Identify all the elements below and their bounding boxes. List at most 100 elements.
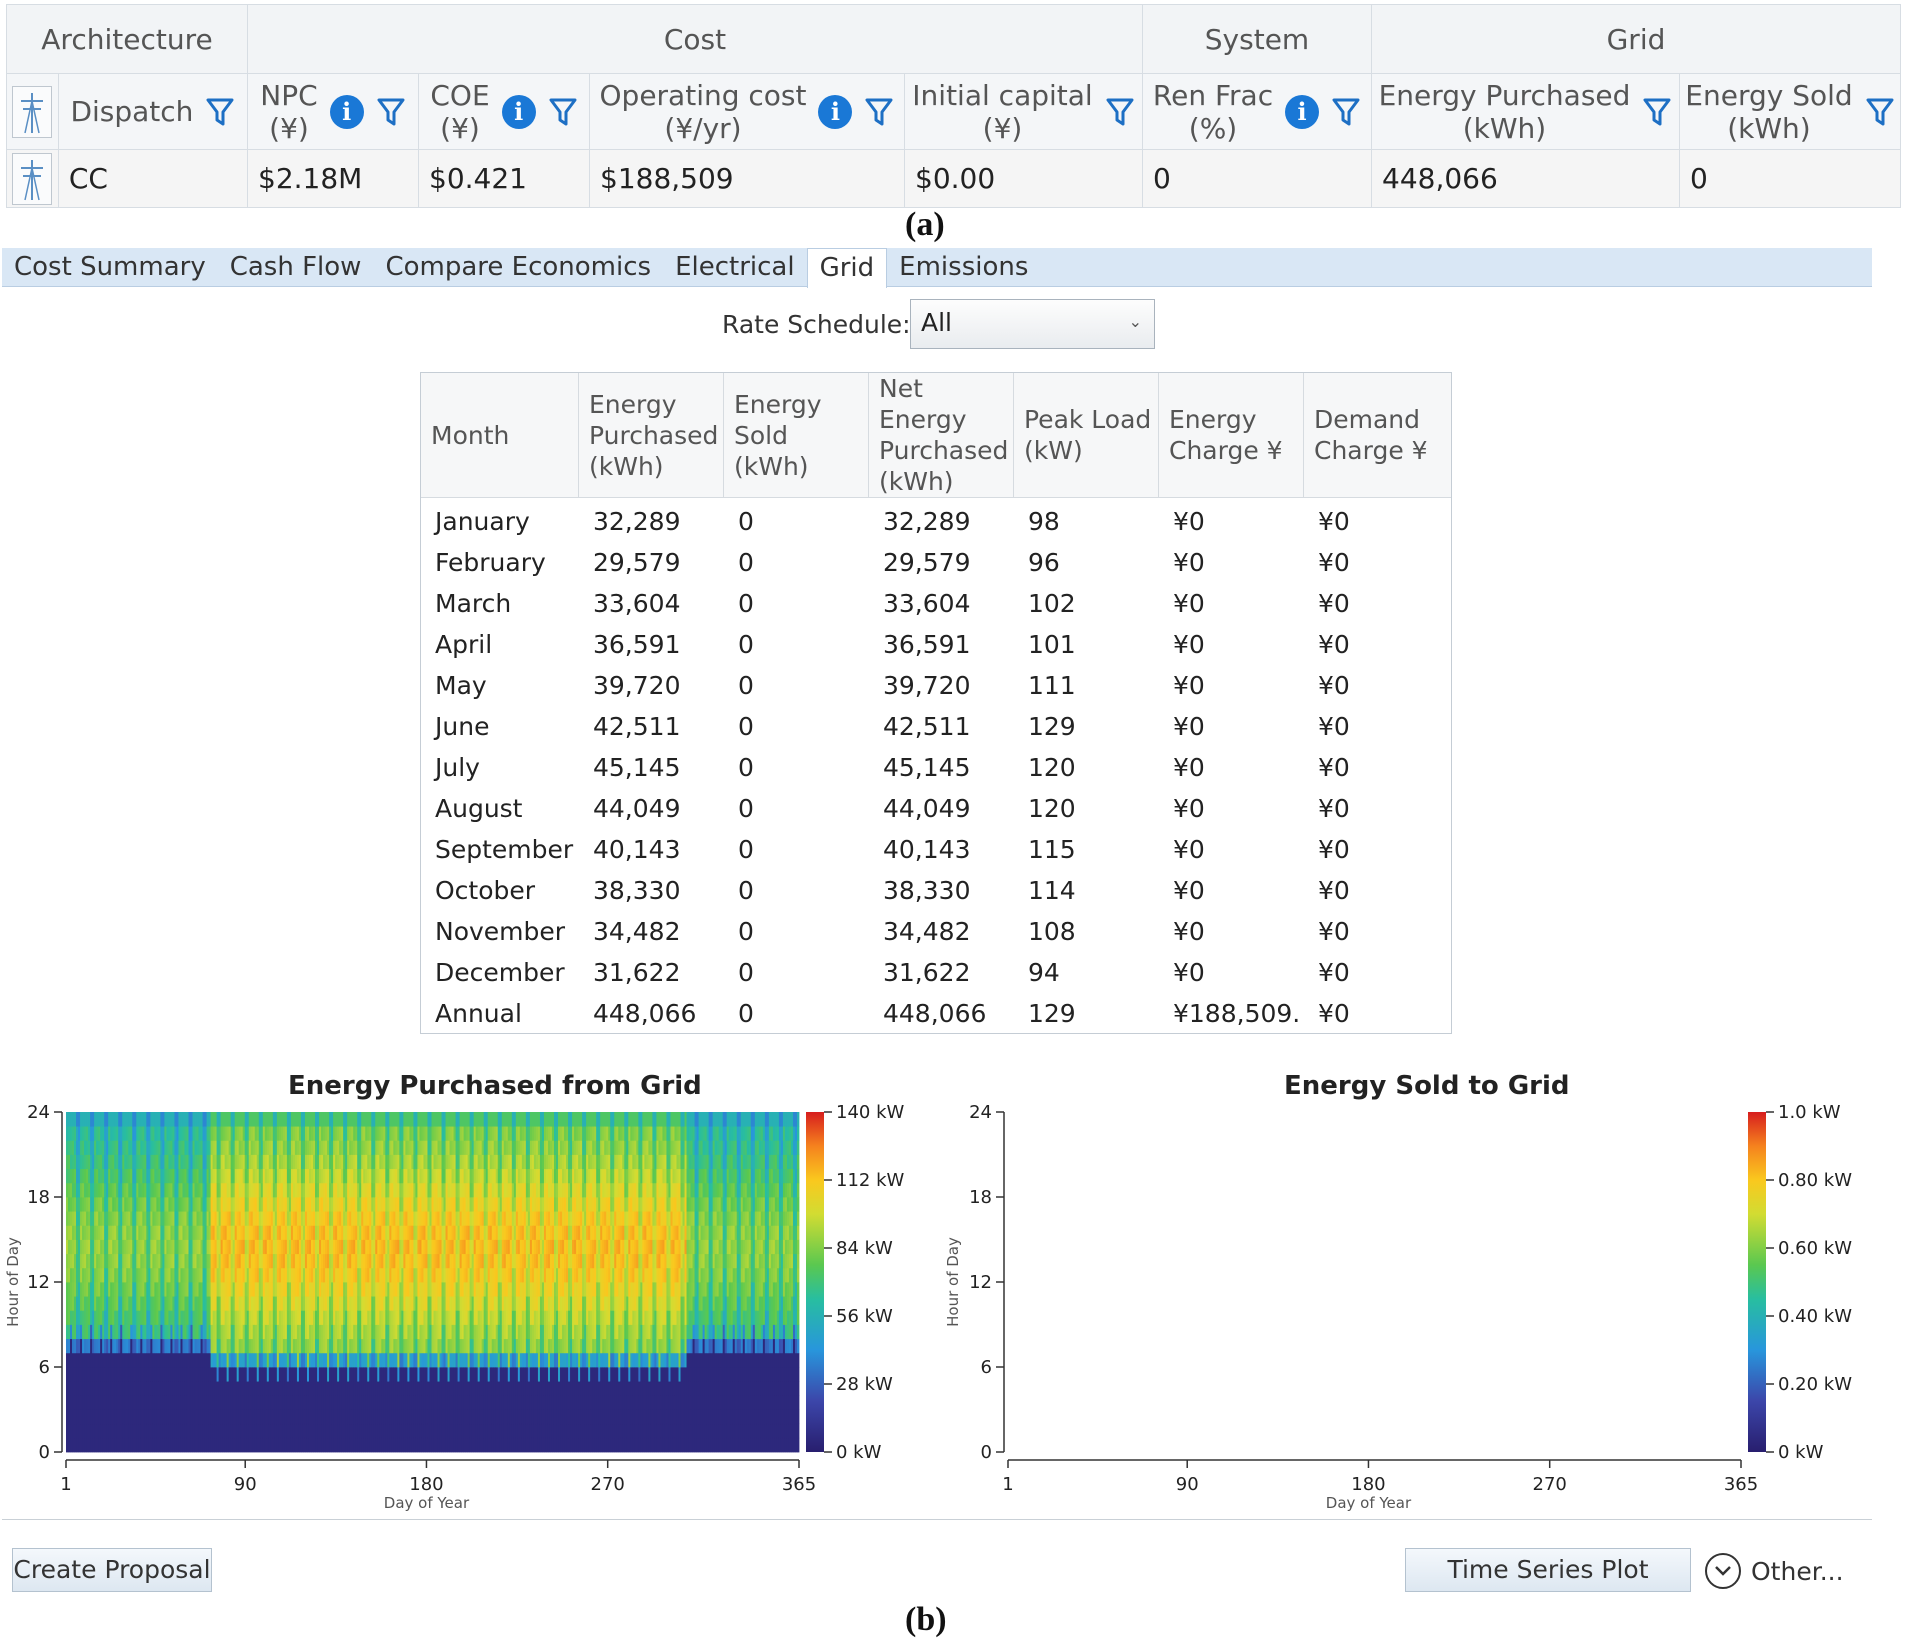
- heatmap-cell: [128, 1154, 131, 1170]
- tab-emissions[interactable]: Emissions: [899, 252, 1029, 282]
- heatmap-cell: [248, 1367, 252, 1382]
- heatmap-cell: [78, 1437, 81, 1453]
- filter-icon[interactable]: [1105, 96, 1135, 128]
- heatmap-cell: [66, 1225, 69, 1240]
- heatmap-cell: [148, 1112, 151, 1127]
- heatmap-cell: [252, 1267, 256, 1283]
- heatmap-cell: [172, 1253, 175, 1269]
- heatmap-cell: [72, 1211, 75, 1226]
- heatmap-cell: [186, 1197, 189, 1212]
- heatmap-cell: [345, 1352, 348, 1368]
- heatmap-cell: [274, 1282, 278, 1297]
- heatmap-cell: [437, 1239, 440, 1255]
- heatmap-cell: [459, 1126, 463, 1141]
- heatmap-cell: [335, 1338, 338, 1354]
- filter-icon[interactable]: [864, 96, 894, 128]
- heatmap-cell: [302, 1239, 306, 1255]
- heatmap-cell: [256, 1338, 260, 1354]
- tab-cost-summary[interactable]: Cost Summary: [14, 252, 206, 282]
- heatmap-cell: [208, 1154, 211, 1170]
- heatmap-cell: [441, 1211, 444, 1226]
- col-ren-frac[interactable]: Ren Frac (%) i: [1142, 73, 1372, 150]
- heatmap-cell: [333, 1381, 336, 1396]
- col-coe[interactable]: COE (¥) i: [418, 73, 590, 150]
- heatmap-cell: [365, 1140, 368, 1155]
- rate-schedule-select[interactable]: All ⌄: [910, 299, 1155, 349]
- heatmap-cell: [194, 1338, 197, 1354]
- heatmap-cell: [166, 1324, 169, 1340]
- heatmap-cell: [445, 1140, 448, 1155]
- col-operating-cost[interactable]: Operating cost (¥/yr) i: [589, 73, 905, 150]
- heatmap-cell: [417, 1409, 420, 1425]
- col-energy-purchased[interactable]: Energy Purchased (kWh): [1371, 73, 1680, 150]
- info-icon[interactable]: i: [1285, 94, 1320, 129]
- heatmap-cell: [435, 1437, 438, 1453]
- monthly-grid-table: Month Energy Purchased (kWh) Energy Sold (kW…: [420, 372, 1452, 1034]
- heatmap-cell: [172, 1112, 175, 1127]
- heatmap-cell: [447, 1395, 450, 1410]
- heatmap-cell: [180, 1367, 183, 1382]
- heatmap-cell: [327, 1239, 330, 1255]
- heatmap-cell: [124, 1225, 127, 1240]
- heatmap-cell: [190, 1197, 193, 1212]
- heatmap-cell: [407, 1253, 410, 1269]
- heatmap-cell: [333, 1140, 336, 1155]
- info-icon[interactable]: i: [329, 94, 364, 129]
- filter-icon[interactable]: [376, 96, 406, 128]
- info-icon[interactable]: i: [501, 94, 536, 129]
- heatmap-cell: [435, 1423, 438, 1439]
- heatmap-cell: [417, 1211, 420, 1226]
- col-dispatch[interactable]: Dispatch: [57, 73, 249, 150]
- heatmap-cell: [311, 1395, 314, 1410]
- heatmap-cell: [146, 1367, 149, 1382]
- info-icon[interactable]: i: [818, 94, 853, 129]
- col-initial-capital[interactable]: Initial capital (¥): [904, 73, 1143, 150]
- heatmap-cell: [188, 1154, 191, 1170]
- heatmap-cell: [313, 1267, 316, 1283]
- tab-compare-economics[interactable]: Compare Economics: [385, 252, 652, 282]
- heatmap-cell: [353, 1239, 356, 1255]
- tab-grid[interactable]: Grid: [806, 248, 888, 288]
- heatmap-cell: [138, 1182, 141, 1198]
- heatmap-cell: [306, 1352, 310, 1368]
- heatmap-cell: [94, 1423, 97, 1439]
- heatmap-cell: [190, 1338, 193, 1354]
- heatmap-cell: [417, 1253, 420, 1269]
- filter-icon[interactable]: [1331, 96, 1361, 128]
- col-energy-sold[interactable]: Energy Sold (kWh): [1679, 73, 1901, 150]
- filter-icon[interactable]: [205, 96, 235, 128]
- heatmap-cell: [194, 1423, 197, 1439]
- heatmap-cell: [142, 1154, 145, 1170]
- col-energy-purchased-label: Energy Purchased: [1378, 78, 1631, 112]
- heatmap-cell: [226, 1324, 230, 1340]
- heatmap-cell: [68, 1154, 71, 1170]
- heatmap-cell: [365, 1282, 368, 1297]
- heatmap-cell: [160, 1395, 163, 1410]
- heatmap-cell: [134, 1168, 137, 1184]
- filter-icon[interactable]: [1865, 96, 1895, 128]
- heatmap-cell: [66, 1140, 69, 1155]
- heatmap-cell: [437, 1324, 440, 1340]
- heatmap-cell: [220, 1282, 224, 1297]
- heatmap-cell: [188, 1140, 191, 1155]
- heatmap-cell: [288, 1239, 292, 1255]
- heatmap-cell: [282, 1126, 286, 1141]
- col-npc[interactable]: NPC (¥) i: [247, 73, 419, 150]
- tab-cash-flow[interactable]: Cash Flow: [229, 252, 362, 282]
- heatmap-cell: [124, 1197, 127, 1212]
- heatmap-cell: [333, 1310, 336, 1325]
- heatmap-cell: [98, 1423, 101, 1439]
- heatmap-cell: [248, 1296, 252, 1311]
- table-row[interactable]: CC $2.18M $0.421 $188,509 $0.00 0 448,06…: [6, 149, 1901, 208]
- filter-icon[interactable]: [548, 96, 578, 128]
- heatmap-cell: [128, 1395, 131, 1410]
- filter-icon[interactable]: [1642, 96, 1672, 128]
- heatmap-cell: [84, 1211, 87, 1226]
- heatmap-cell: [230, 1352, 234, 1368]
- heatmap-cell: [425, 1310, 428, 1325]
- tab-electrical[interactable]: Electrical: [675, 252, 795, 282]
- heatmap-cell: [238, 1168, 242, 1184]
- heatmap-cell: [459, 1282, 463, 1297]
- heatmap-cell: [256, 1154, 260, 1170]
- heatmap-cell: [415, 1409, 418, 1425]
